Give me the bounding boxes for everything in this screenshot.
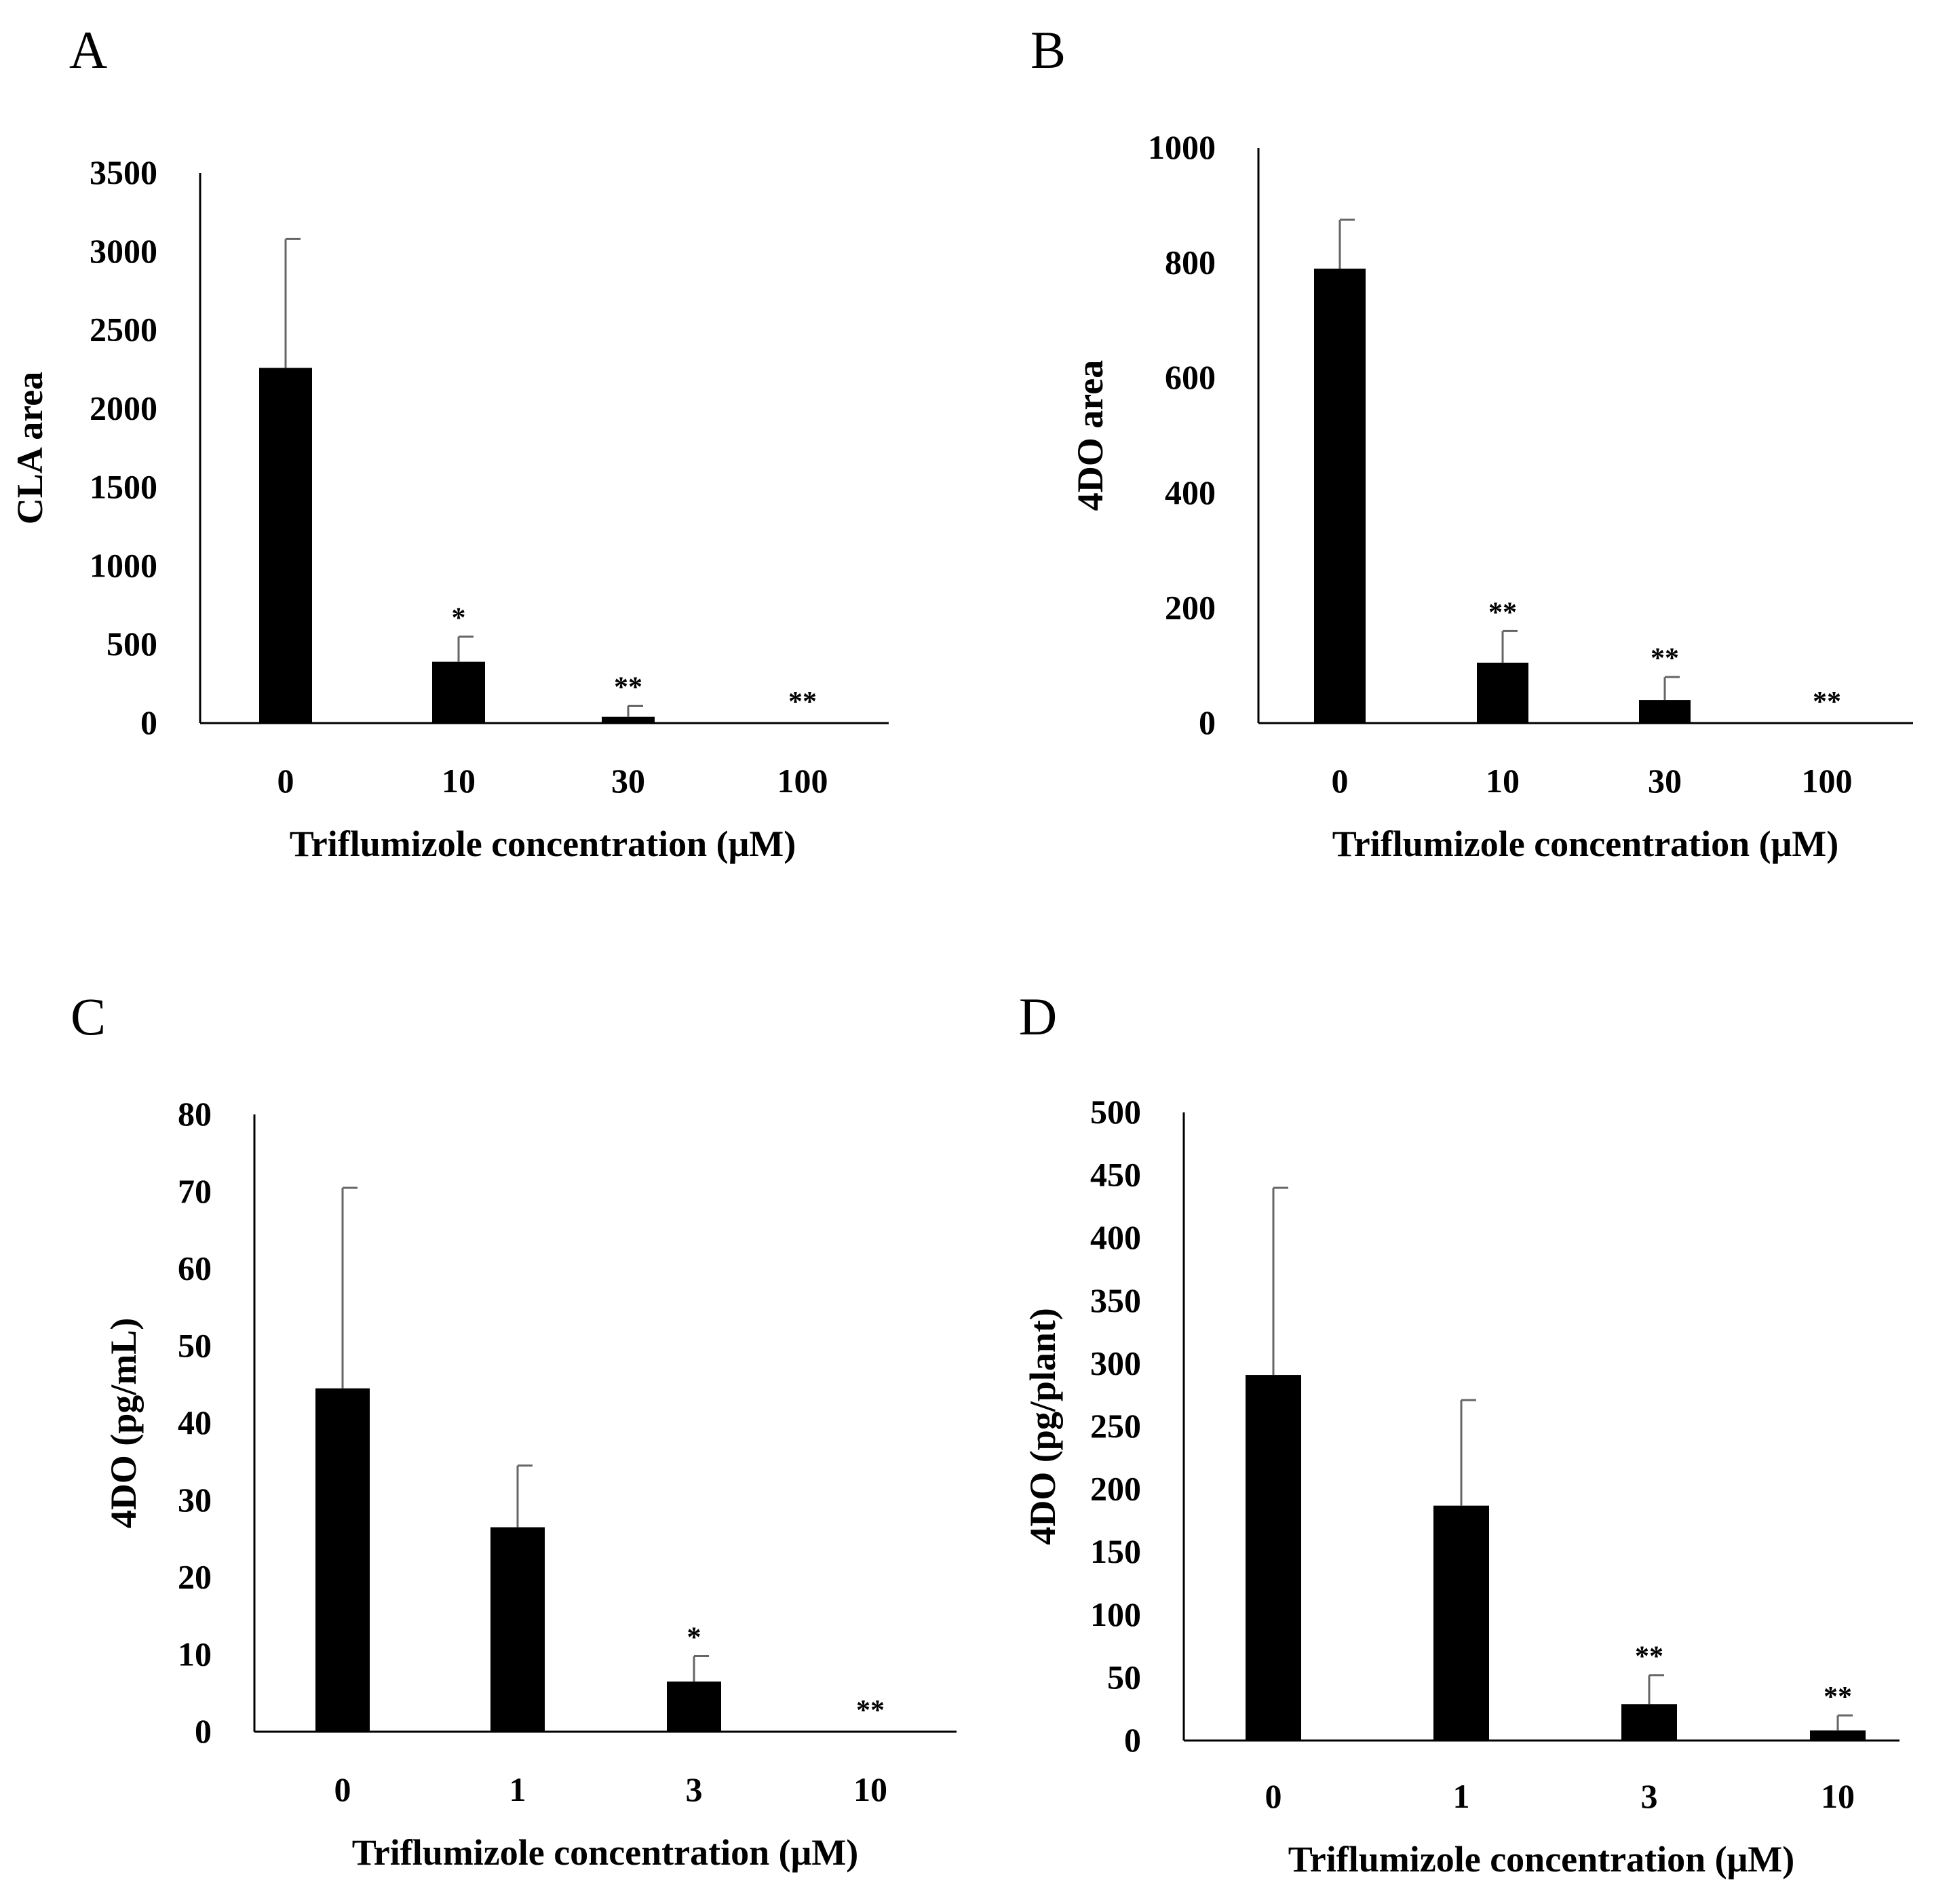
panel-a: A 0 500 1000 1500 2000 2500 3000 3500 0 * 10 ** 30 ** 1… — [9, 20, 889, 864]
x-axis-title: Triflumizole concentration (μM) — [352, 1832, 858, 1873]
significance-marker: ** — [1651, 643, 1679, 674]
panel-letter-b: B — [1030, 20, 1066, 79]
bar — [432, 661, 485, 723]
x-tick-label: 10 — [1486, 762, 1520, 800]
panel-b: B 0 200 400 600 800 1000 0 ** 10 ** 30 ** 100 Triflumi… — [1030, 20, 1913, 864]
significance-marker: ** — [614, 672, 642, 703]
y-tick-label: 400 — [1090, 1218, 1141, 1256]
y-tick-label: 1000 — [90, 546, 157, 584]
y-tick-label: 50 — [178, 1326, 212, 1364]
y-tick-label: 200 — [1165, 588, 1216, 626]
y-tick-label: 1000 — [1148, 128, 1216, 166]
significance-marker: ** — [1488, 597, 1517, 628]
x-tick-label: 100 — [1802, 762, 1853, 800]
x-tick-label: 1 — [509, 1770, 526, 1808]
significance-marker: * — [452, 603, 466, 634]
significance-marker: ** — [1635, 1641, 1663, 1673]
panel-letter-d: D — [1019, 987, 1057, 1046]
significance-marker: ** — [788, 686, 817, 718]
y-tick-label: 70 — [178, 1172, 212, 1210]
y-axis-title: CLA area — [9, 372, 50, 525]
bar — [667, 1682, 721, 1732]
x-axis-title: Triflumizole concentration (μM) — [290, 823, 796, 864]
x-tick-label: 0 — [1265, 1777, 1282, 1815]
x-tick-label: 30 — [611, 762, 645, 800]
bar — [490, 1527, 545, 1732]
y-tick-label: 2000 — [90, 389, 157, 427]
panel-d: D 0 50 100 150 200 250 300 350 400 450 500 0 1 ** 3 ** 10… — [1019, 987, 1900, 1880]
bar — [1477, 662, 1528, 723]
y-axis-title: 4DO (pg/mL) — [103, 1318, 144, 1529]
y-tick-label: 350 — [1090, 1281, 1141, 1319]
y-axis-title: 4DO area — [1070, 360, 1111, 511]
bar — [1246, 1375, 1301, 1741]
x-tick-label: 1 — [1453, 1777, 1470, 1815]
bar — [1433, 1505, 1489, 1741]
y-tick-label: 2500 — [90, 311, 157, 349]
panel-letter-a: A — [69, 20, 107, 79]
x-tick-label: 100 — [777, 762, 828, 800]
y-tick-label: 0 — [1199, 703, 1216, 741]
bar — [315, 1388, 370, 1732]
y-tick-label: 40 — [178, 1403, 212, 1441]
significance-marker: * — [687, 1623, 701, 1654]
x-axis-title: Triflumizole concentration (μM) — [1288, 1839, 1794, 1880]
y-tick-label: 0 — [140, 703, 157, 741]
x-tick-label: 0 — [277, 762, 294, 800]
panel-letter-c: C — [71, 987, 106, 1046]
y-tick-label: 450 — [1090, 1156, 1141, 1194]
bar — [602, 716, 655, 723]
y-tick-label: 300 — [1090, 1344, 1141, 1382]
y-tick-label: 250 — [1090, 1407, 1141, 1445]
x-tick-label: 0 — [1332, 762, 1349, 800]
y-tick-label: 200 — [1090, 1470, 1141, 1508]
bar — [1639, 700, 1691, 723]
y-tick-label: 3500 — [90, 153, 157, 191]
x-tick-label: 10 — [442, 762, 476, 800]
x-tick-label: 0 — [334, 1770, 351, 1808]
bar — [1810, 1730, 1866, 1741]
x-tick-label: 30 — [1648, 762, 1682, 800]
x-tick-label: 10 — [1821, 1777, 1855, 1815]
y-tick-label: 100 — [1090, 1595, 1141, 1633]
bar — [259, 368, 312, 723]
y-tick-label: 20 — [178, 1558, 212, 1596]
significance-marker: ** — [1824, 1682, 1852, 1713]
y-tick-label: 3000 — [90, 232, 157, 270]
y-tick-label: 80 — [178, 1095, 212, 1133]
y-tick-label: 10 — [178, 1635, 212, 1673]
x-tick-label: 3 — [1641, 1777, 1658, 1815]
bar — [1314, 269, 1366, 724]
y-tick-label: 1500 — [90, 467, 157, 505]
y-tick-label: 0 — [195, 1712, 212, 1750]
y-tick-label: 800 — [1165, 244, 1216, 281]
bar — [1621, 1704, 1677, 1741]
significance-marker: ** — [1813, 686, 1841, 718]
y-tick-label: 50 — [1107, 1658, 1141, 1696]
y-tick-label: 500 — [1090, 1093, 1141, 1131]
y-tick-label: 30 — [178, 1481, 212, 1519]
y-tick-label: 600 — [1165, 358, 1216, 396]
panel-c: C 0 10 20 30 40 50 60 70 80 0 1 * 3 ** 10 Triflumizole c… — [71, 987, 957, 1873]
x-axis-title: Triflumizole concentration (μM) — [1332, 823, 1838, 864]
y-tick-label: 400 — [1165, 473, 1216, 511]
y-tick-label: 60 — [178, 1249, 212, 1287]
y-tick-label: 0 — [1124, 1721, 1141, 1759]
significance-marker: ** — [856, 1695, 885, 1726]
x-tick-label: 10 — [853, 1770, 887, 1808]
y-tick-label: 150 — [1090, 1532, 1141, 1570]
y-axis-title: 4DO (pg/plant) — [1022, 1308, 1063, 1545]
y-tick-label: 500 — [107, 625, 157, 663]
x-tick-label: 3 — [686, 1770, 703, 1808]
